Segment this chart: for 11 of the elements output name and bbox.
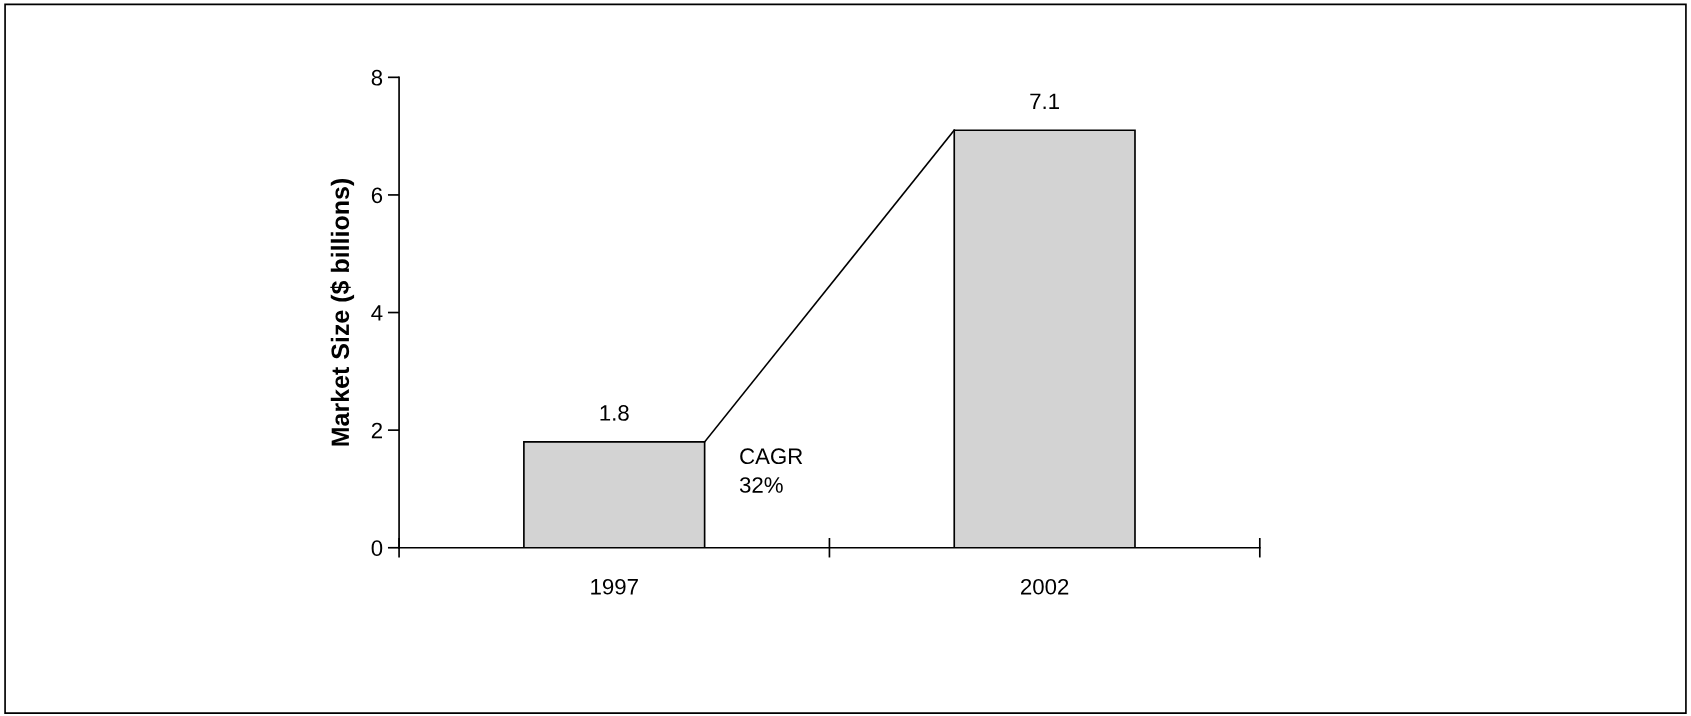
x-tick-label: 1997: [591, 578, 638, 595]
data-label: 1.8: [600, 405, 629, 421]
y-tick-label: 2: [371, 422, 382, 439]
data-label: 7.1: [1030, 93, 1059, 109]
y-tick-label: 6: [371, 187, 383, 204]
annotation: CAGR 32%: [739, 448, 803, 493]
x-tick-label: 2002: [1021, 578, 1069, 595]
y-tick-label: 8: [371, 69, 383, 86]
y-tick-label: 4: [371, 305, 383, 321]
y-tick-label: 0: [371, 540, 383, 557]
y-axis-title: Market Size ($ billions): [330, 179, 355, 446]
